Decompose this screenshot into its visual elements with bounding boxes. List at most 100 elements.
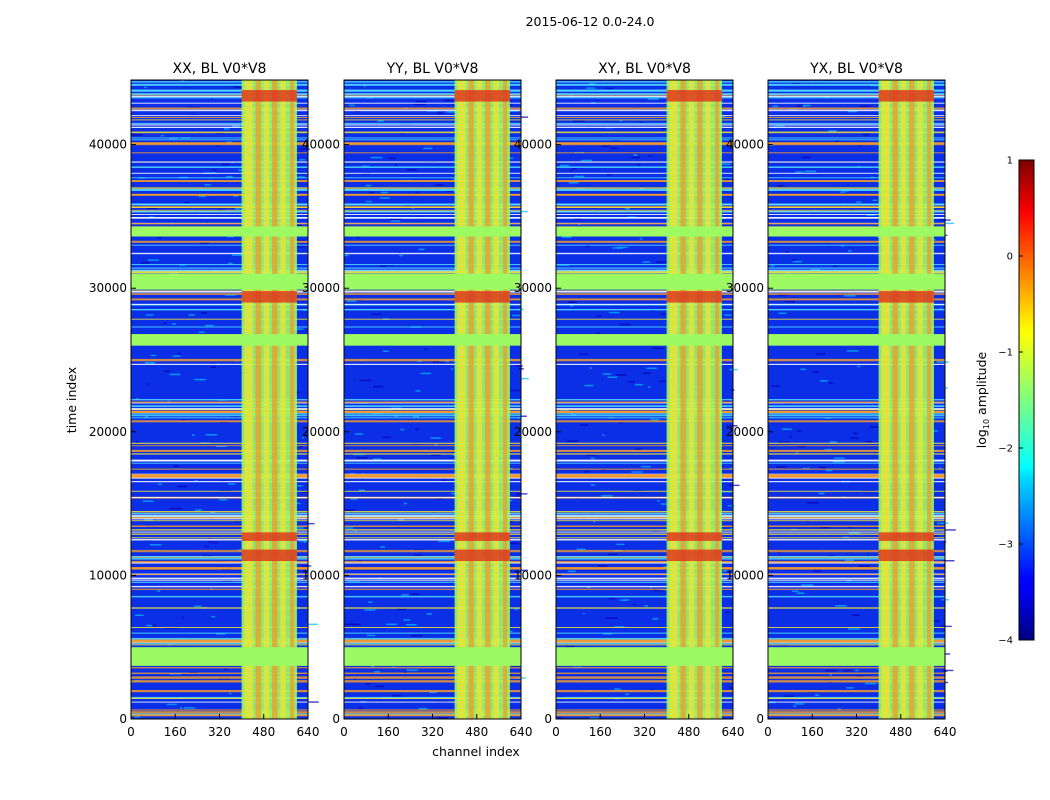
heatmap-speckle [381, 191, 388, 194]
heatmap-row [344, 474, 521, 477]
heatmap-speckle [597, 565, 607, 567]
heatmap-row [344, 206, 521, 208]
heatmap-speckle [796, 104, 803, 107]
heatmap-row [344, 644, 521, 646]
heatmap-speckle [779, 441, 790, 444]
heatmap-speckle [194, 480, 198, 482]
heatmap-speckle [771, 385, 780, 387]
heatmap-row [556, 420, 733, 423]
heatmap-row [131, 585, 308, 588]
heatmap-speckle [181, 419, 186, 421]
heatmap-speckle [386, 623, 397, 626]
heatmap-row [344, 90, 521, 92]
heatmap-speckle [180, 80, 185, 82]
heatmap-speckle [370, 156, 383, 159]
heatmap-row [556, 267, 733, 269]
heatmap-row [344, 217, 521, 219]
heatmap-row [131, 187, 308, 189]
heatmap-row [131, 152, 308, 154]
heatmap-speckle [224, 128, 230, 130]
heatmap-speckle [430, 437, 441, 439]
heatmap-row [556, 363, 733, 365]
heatmap-row [344, 442, 521, 444]
heatmap-speckle [450, 368, 453, 370]
heatmap-speckle [609, 311, 620, 314]
heatmap-row [768, 567, 945, 570]
heatmap-speckle [634, 383, 643, 386]
heatmap-row [344, 298, 521, 301]
heatmap-speckle [656, 261, 668, 263]
heatmap-speckle [937, 522, 949, 525]
heatmap-speckle [944, 387, 948, 389]
heatmap-speckle [232, 125, 240, 127]
heatmap-speckle [849, 532, 860, 534]
heatmap-row [131, 193, 308, 196]
heatmap-row [556, 142, 733, 146]
heatmap-row [556, 126, 733, 128]
colorbar-ticks: 1 0 −1 −2 −3 −4 [998, 156, 1023, 647]
heatmap-row [556, 468, 733, 470]
heatmap-hot-block [878, 291, 934, 303]
heatmap-row [344, 709, 521, 711]
heatmap-speckle [825, 469, 833, 472]
heatmap-speckle [829, 674, 832, 676]
heatmap-row [131, 122, 308, 125]
heatmap-speckle [226, 175, 233, 178]
x-tick-label: 0 [764, 725, 772, 739]
x-tick-label: 160 [164, 725, 187, 739]
heatmap-speckle [356, 457, 368, 459]
heatmap-row [556, 474, 733, 477]
heatmap-speckle [829, 441, 837, 443]
heatmap-row [556, 107, 733, 110]
heatmap-speckle [302, 491, 309, 493]
heatmap-row [131, 161, 308, 163]
heatmap-row [768, 358, 945, 362]
heatmap-speckle [855, 669, 859, 672]
heatmap-row [131, 90, 308, 92]
heatmap-row [768, 269, 945, 271]
heatmap-row [768, 411, 945, 413]
heatmap-saturated-row [768, 226, 945, 237]
heatmap-row [768, 122, 945, 125]
heatmap-speckle [399, 254, 403, 257]
heatmap-row [344, 142, 521, 146]
heatmap-speckle [446, 111, 457, 113]
heatmap-row [344, 131, 521, 134]
heatmap-speckle [346, 300, 357, 302]
heatmap-row [556, 264, 733, 266]
heatmap-row [344, 525, 521, 527]
heatmap-speckle [650, 418, 660, 421]
heatmap-speckle [942, 560, 955, 562]
heatmap-speckle [144, 362, 155, 364]
heatmap-speckle [793, 705, 796, 707]
heatmap-row [768, 672, 945, 674]
heatmap-row [131, 142, 308, 146]
heatmap-row [768, 595, 945, 598]
heatmap-row [344, 309, 521, 311]
heatmap-speckle [938, 467, 941, 469]
heatmap-row [131, 490, 308, 492]
heatmap-row [131, 468, 308, 470]
heatmap-row [556, 408, 733, 410]
y-tick-label: 0 [332, 712, 340, 726]
heatmap-speckle [212, 169, 217, 171]
heatmap-row [344, 697, 521, 699]
heatmap-speckle [564, 645, 574, 648]
heatmap-speckle [294, 527, 304, 529]
heatmap-speckle [721, 491, 732, 493]
heatmap-row [131, 449, 308, 452]
x-tick-label: 320 [633, 725, 656, 739]
heatmap-row [131, 137, 308, 139]
heatmap-row [556, 298, 733, 301]
heatmap-row [344, 520, 521, 522]
heatmap-row [556, 475, 733, 478]
y-tick-label: 0 [119, 712, 127, 726]
heatmap-speckle [400, 428, 405, 431]
heatmap-speckle [722, 570, 729, 572]
heatmap-speckle [819, 380, 828, 382]
heatmap-row [768, 442, 945, 444]
heatmap-row [344, 271, 521, 273]
heatmap-row [344, 462, 521, 464]
heatmap-row [768, 210, 945, 213]
heatmap-row [556, 269, 733, 271]
